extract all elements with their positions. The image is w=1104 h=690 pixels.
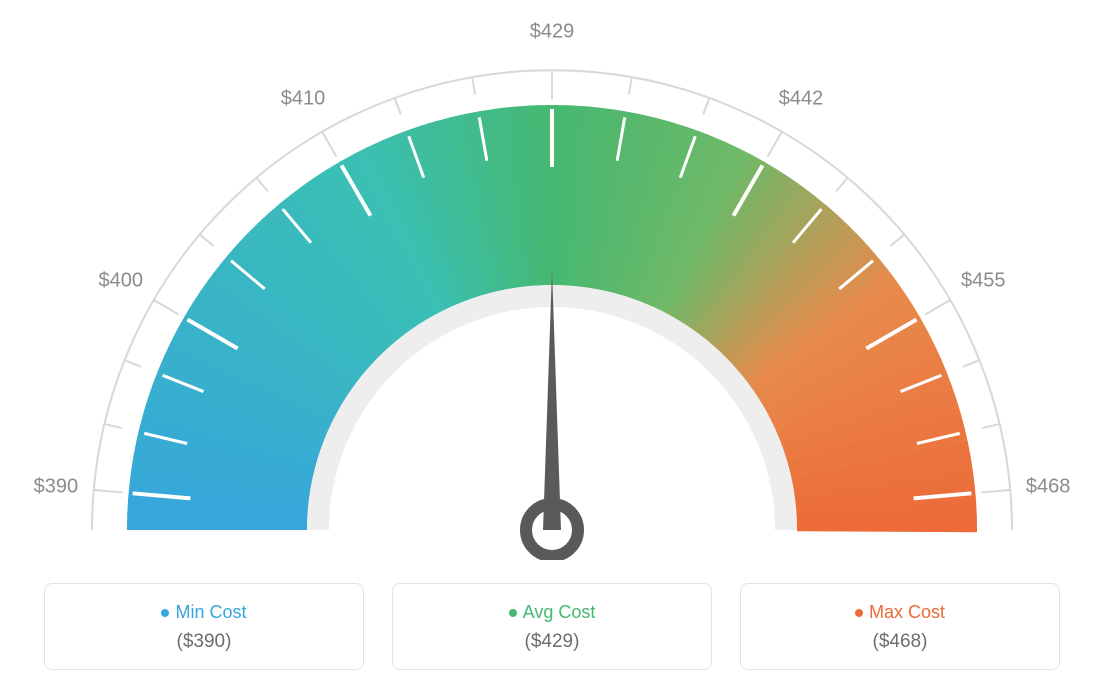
legend-row: Min Cost ($390) Avg Cost ($429) Max Cost… [0,583,1104,670]
legend-card-avg: Avg Cost ($429) [392,583,712,670]
legend-value-avg: ($429) [403,631,701,653]
tick-minor-out [836,178,848,192]
legend-title-avg: Avg Cost [403,602,701,623]
tick-major [322,132,337,157]
gauge-svg [0,0,1104,560]
legend-label: Avg Cost [523,602,596,622]
tick-minor-out [982,424,1000,428]
tick-major [981,490,1010,493]
tick-major [925,300,950,315]
legend-value-min: ($390) [55,631,353,653]
tick-label: $442 [779,87,824,110]
gauge-chart: $390 $400 $410 $429 $442 $455 $468 [0,0,1104,560]
tick-label: $468 [1026,475,1071,498]
legend-label: Max Cost [869,602,945,622]
tick-label: $410 [281,87,326,110]
tick-minor-out [472,77,475,95]
tick-minor-out [104,424,122,428]
tick-label: $400 [98,270,143,293]
dot-icon [855,609,863,617]
legend-card-min: Min Cost ($390) [44,583,364,670]
tick-minor-out [200,234,214,246]
tick-minor-out [891,234,905,246]
legend-title-max: Max Cost [751,602,1049,623]
tick-minor-out [703,98,709,115]
legend-card-max: Max Cost ($468) [740,583,1060,670]
tick-major [94,490,123,493]
legend-title-min: Min Cost [55,602,353,623]
legend-label: Min Cost [175,602,246,622]
tick-minor-out [256,178,268,192]
tick-minor-out [395,98,401,115]
tick-major [154,300,179,315]
tick-label: $429 [530,21,575,44]
tick-minor-out [629,77,632,95]
needle [543,270,561,530]
dot-icon [509,609,517,617]
tick-minor-out [963,360,980,367]
legend-value-max: ($468) [751,631,1049,653]
tick-minor-out [125,360,142,367]
tick-label: $455 [961,270,1006,293]
dot-icon [161,609,169,617]
tick-major [768,132,783,157]
tick-label: $390 [34,475,79,498]
